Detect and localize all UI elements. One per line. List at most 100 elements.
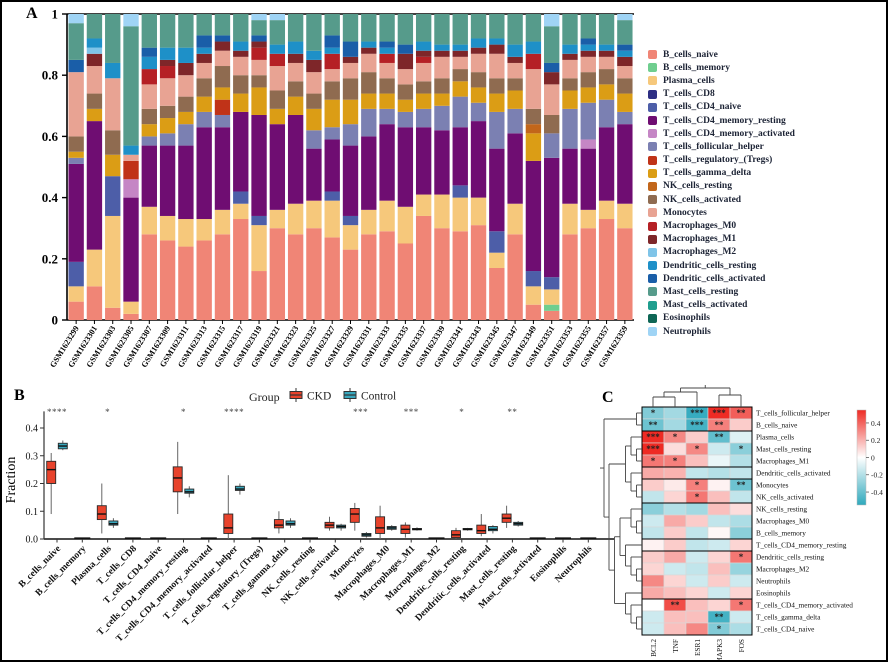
heatmap-cell [663,526,687,540]
bar-segment [598,56,615,70]
bar-segment [434,44,450,51]
bar-segment [342,225,359,250]
bar-segment [452,56,468,70]
bar-segment [178,124,194,146]
bar-segment [580,209,596,229]
bar-segment [287,234,304,320]
heatmap-cell [707,538,731,552]
heatmap-cell [685,562,709,576]
legend-label: Macrophages_M2 [663,247,737,258]
legend-swatch-icon [648,63,657,73]
bar-segment [68,261,84,287]
bar-segment [470,102,487,122]
bar-segment [214,209,231,235]
legend-label: Macrophages_M1 [663,234,737,245]
heatmap-cell [663,586,687,600]
heatmap-cell [707,598,731,612]
box-rect [476,524,487,534]
bar-segment [397,127,414,207]
y-axis-title: Fraction [4,457,19,504]
bar-segment [598,69,615,85]
bar-segment [507,234,523,320]
legend-item: Dendritic_cells_activated [648,272,884,285]
bar-segment [269,66,286,91]
legend-label: Dendritic_cells_resting [663,260,757,271]
bar-segment [269,90,286,109]
bar-segment [123,145,139,155]
heatmap-cell [707,478,731,492]
bar-segment [123,179,139,198]
bar-segment [159,59,176,67]
bar-segment [269,44,286,54]
bar-segment [617,66,633,79]
row-label: Neutrophils [756,577,791,586]
bar-segment [105,215,121,308]
bar-segment [544,277,560,290]
row-label: Mast_cells_resting [756,445,811,454]
bar-segment [324,139,340,192]
bar-segment [159,78,176,106]
legend-label: Monocytes [663,207,707,218]
row-label: B_cells_memory [756,529,806,538]
bar-segment [123,160,139,180]
bar-segment [123,26,139,146]
bar-segment [86,121,103,250]
bar-segment [397,111,414,128]
heatmap-cell [685,514,709,528]
legend-swatch-icon [648,76,657,86]
bar-segment [415,14,432,42]
legend-item: T_cells_CD4_memory_resting [648,114,884,127]
heatmap-cell [641,490,665,504]
bar-segment [617,111,633,125]
heatmap-cell [663,538,687,552]
bar-segment [86,286,103,320]
heatmap-cell [641,526,665,540]
legend-swatch-icon [648,234,657,244]
cell-significance-stars: * [651,408,656,418]
bar-segment [269,209,286,229]
bar-segment [562,203,578,235]
bar-segment [196,111,212,128]
bar-segment [525,286,542,305]
row-label: T_cells_CD4_memory_resting [756,541,847,550]
bar-segment [324,53,340,70]
bar-segment [434,14,450,45]
box-rect [96,505,107,521]
bar-segment [287,53,304,63]
bar-segment [470,121,487,198]
cell-significance-stars: * [717,624,722,634]
panel-b-label: B [14,387,25,404]
y-tick-label: 0.0 [26,535,39,546]
bar-segment [580,228,596,320]
significance-stars: * [181,407,186,417]
bar-segment [68,72,84,137]
legend-label: Plasma_cells [663,75,715,86]
heatmap-cell [729,562,753,576]
bar-segment [361,14,377,42]
heatmap-cell [641,586,665,600]
cell-significance-stars: * [673,432,678,442]
bar-segment [525,69,542,109]
bar-segment [342,14,359,42]
heatmap-cell [685,526,709,540]
bar-segment [544,84,560,115]
bar-segment [214,87,231,100]
bar-segment [324,14,340,36]
bar-segment [306,108,322,131]
bar-segment [214,234,231,320]
bar-segment [196,96,212,112]
bar-segment [105,14,121,63]
bar-segment [617,228,633,320]
heatmap-cell [707,454,731,468]
bar-segment [105,176,121,216]
legend-item: Macrophages_M1 [648,233,884,246]
heatmap-cell [663,418,687,432]
bar-segment [562,90,578,109]
legend-swatch-icon [648,102,657,112]
bar-segment [159,215,176,241]
y-tick-label: 1 [52,7,59,22]
bar-segment [141,14,157,48]
row-label: T_cells_CD4_memory_activated [756,601,853,610]
bar-segment [580,56,596,73]
bar-segment [452,127,468,186]
